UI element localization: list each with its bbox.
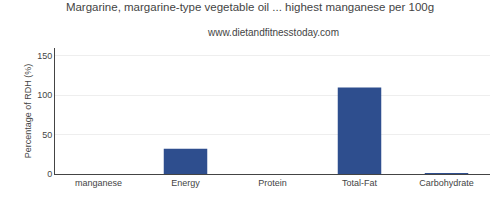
svg-text:Percentage of RDH (%): Percentage of RDH (%) [23, 64, 33, 159]
svg-text:www.dietandfitnesstoday.com: www.dietandfitnesstoday.com [207, 27, 339, 38]
svg-text:Carbohydrate: Carbohydrate [419, 178, 474, 188]
svg-text:manganese: manganese [75, 178, 122, 188]
svg-text:Margarine, margarine-type vege: Margarine, margarine-type vegetable oil … [66, 1, 434, 13]
svg-text:100: 100 [37, 90, 52, 100]
svg-text:150: 150 [37, 51, 52, 61]
svg-text:Protein: Protein [258, 178, 287, 188]
svg-text:0: 0 [47, 169, 52, 179]
svg-text:Total-Fat: Total-Fat [342, 178, 378, 188]
svg-text:Energy: Energy [171, 178, 200, 188]
svg-text:50: 50 [42, 130, 52, 140]
